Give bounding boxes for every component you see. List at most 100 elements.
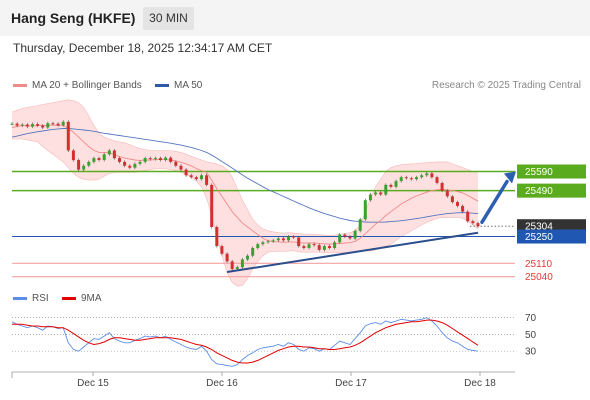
forecast-arrow-shaft bbox=[480, 179, 509, 224]
candle-body bbox=[425, 173, 429, 176]
candle-body bbox=[271, 240, 275, 242]
candle-body bbox=[379, 192, 383, 195]
ma20-line bbox=[11, 124, 479, 245]
candle-body bbox=[266, 241, 270, 243]
x-tick-label: Dec 16 bbox=[206, 378, 238, 389]
candle-body bbox=[440, 183, 444, 191]
candle-body bbox=[328, 246, 331, 248]
candle-body bbox=[338, 234, 342, 243]
candle-body bbox=[312, 244, 316, 246]
candle-body bbox=[343, 234, 347, 237]
candle-body bbox=[107, 150, 111, 155]
candle-body bbox=[128, 165, 132, 168]
level-box-25250 bbox=[517, 229, 586, 244]
candle-body bbox=[404, 177, 408, 179]
rsi-tick-70: 70 bbox=[525, 313, 537, 324]
bollinger-band-area bbox=[12, 99, 478, 287]
ma50-swatch bbox=[155, 84, 169, 87]
candle-body bbox=[368, 194, 372, 201]
candle-body bbox=[287, 236, 290, 241]
candle-body bbox=[240, 259, 244, 268]
rsi-swatch bbox=[13, 297, 27, 300]
candle-body bbox=[348, 236, 352, 239]
candle-body bbox=[307, 244, 311, 248]
candle-body bbox=[384, 184, 388, 195]
x-tick-label: Dec 15 bbox=[77, 378, 109, 389]
candle-body bbox=[15, 123, 19, 126]
candle-body bbox=[435, 177, 439, 183]
candle-body bbox=[200, 175, 203, 180]
candle-body bbox=[102, 154, 106, 160]
candle-body bbox=[179, 165, 183, 170]
x-tick-label: Dec 18 bbox=[464, 378, 496, 389]
level-label-25490: 25490 bbox=[525, 186, 553, 197]
candle-body bbox=[169, 157, 173, 162]
candle-body bbox=[251, 248, 255, 256]
candle-body bbox=[374, 192, 378, 195]
instrument-title: Hang Seng (HKFE) bbox=[11, 10, 136, 26]
level-box-25590 bbox=[517, 164, 586, 179]
candle-body bbox=[415, 177, 418, 180]
legend-ma9: 9MA bbox=[62, 293, 102, 304]
candle-body bbox=[450, 196, 454, 203]
candle-body bbox=[194, 177, 198, 180]
candle-body bbox=[363, 200, 367, 220]
candle-body bbox=[153, 158, 157, 160]
candle-body bbox=[225, 253, 229, 262]
legend-rsi-label: RSI bbox=[32, 293, 49, 304]
candle-body bbox=[184, 169, 188, 176]
candles-group bbox=[10, 120, 480, 271]
candle-body bbox=[148, 158, 152, 160]
rsi-line bbox=[11, 317, 479, 367]
candle-body bbox=[205, 175, 209, 185]
candle-body bbox=[143, 158, 147, 162]
candle-body bbox=[261, 242, 265, 245]
candle-body bbox=[246, 255, 249, 260]
candle-body bbox=[92, 158, 96, 162]
candle-body bbox=[189, 175, 193, 178]
candle-body bbox=[10, 123, 14, 125]
level-label-25304: 25304 bbox=[525, 222, 553, 233]
candle-body bbox=[174, 161, 178, 166]
candle-body bbox=[41, 125, 45, 128]
candle-body bbox=[476, 223, 480, 227]
candle-body bbox=[394, 181, 398, 187]
candle-body bbox=[456, 202, 459, 206]
copyright: Research © 2025 Trading Central bbox=[431, 80, 581, 91]
forecast-arrow-head bbox=[504, 171, 516, 184]
candle-body bbox=[353, 230, 357, 239]
candle-body bbox=[445, 190, 449, 197]
candle-body bbox=[471, 221, 475, 224]
candle-body bbox=[87, 161, 91, 166]
candle-body bbox=[322, 246, 326, 250]
candle-body bbox=[46, 123, 50, 128]
level-label-25040: 25040 bbox=[525, 272, 553, 283]
candle-body bbox=[215, 227, 219, 247]
chart-header: Hang Seng (HKFE) 30 MIN bbox=[0, 0, 590, 36]
candle-body bbox=[164, 157, 168, 160]
rsi-tick-50: 50 bbox=[525, 330, 537, 341]
level-label-25110: 25110 bbox=[525, 259, 553, 270]
candle-body bbox=[61, 121, 65, 126]
bollinger-lower-line bbox=[12, 138, 479, 287]
legend-ma20-label: MA 20 + Bollinger Bands bbox=[32, 80, 142, 91]
candle-body bbox=[51, 123, 55, 125]
candle-body bbox=[230, 261, 234, 270]
candle-body bbox=[317, 245, 321, 250]
candle-body bbox=[430, 173, 434, 178]
candle-body bbox=[420, 175, 424, 178]
candle-body bbox=[20, 124, 24, 126]
legend-rsi: RSI bbox=[13, 293, 49, 304]
candle-body bbox=[389, 184, 393, 187]
timeframe-button[interactable]: 30 MIN bbox=[143, 7, 194, 30]
rsi-tick-30: 30 bbox=[525, 347, 537, 358]
candle-body bbox=[399, 177, 403, 181]
ma50-line bbox=[11, 128, 479, 223]
candle-body bbox=[82, 165, 86, 170]
candle-body bbox=[31, 124, 34, 127]
candle-body bbox=[97, 158, 101, 160]
candle-body bbox=[56, 123, 60, 126]
candle-body bbox=[461, 205, 465, 212]
legend-ma9-label: 9MA bbox=[81, 293, 102, 304]
trend-line bbox=[226, 231, 479, 274]
